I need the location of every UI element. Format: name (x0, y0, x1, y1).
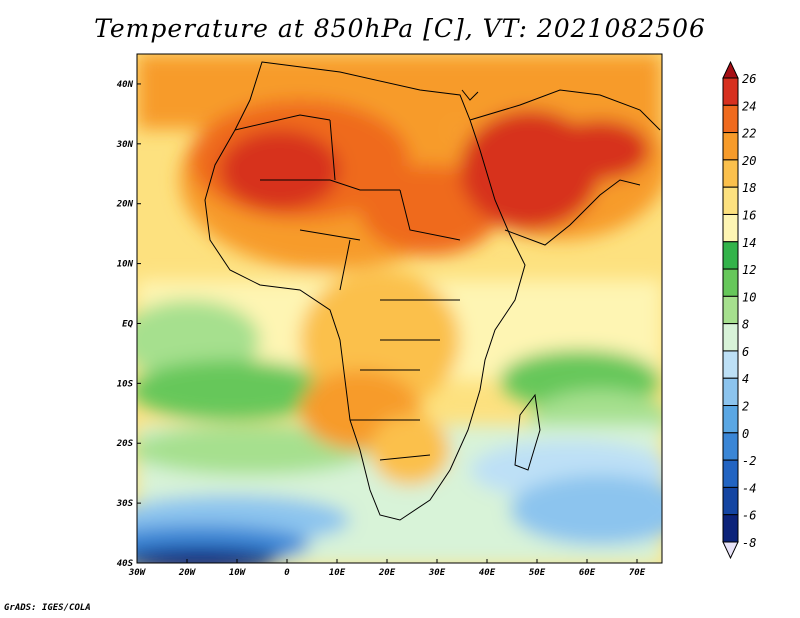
lon-label: 10W (229, 568, 247, 578)
lon-label: 70E (629, 568, 646, 578)
map-title: Temperature at 850hPa [C], VT: 202108250… (94, 14, 706, 43)
colorbar-bottom-arrow (722, 541, 739, 560)
lat-label: 30S (116, 499, 134, 509)
lon-label: 10E (329, 568, 346, 578)
lon-label: 0 (284, 568, 290, 578)
lon-label: 30W (128, 568, 147, 578)
colorbar-swatch (722, 186, 739, 215)
colorbar-swatch (722, 459, 739, 488)
colorbar-swatch (722, 132, 739, 161)
lat-label: 40N (117, 80, 134, 90)
colorbar-label: 0 (742, 427, 749, 441)
colorbar-label: 4 (742, 372, 749, 386)
lat-label: 30N (116, 140, 134, 150)
colorbar-swatch (722, 350, 739, 379)
colorbar-swatch (722, 377, 739, 407)
colorbar-swatch (722, 295, 739, 325)
lat-label: 20N (116, 200, 134, 210)
lon-label: 20W (178, 568, 197, 578)
colorbar-swatch (722, 432, 739, 461)
colorbar-label: 10 (742, 290, 756, 304)
colorbar-swatch (722, 159, 739, 188)
colorbar-top-arrow (722, 60, 739, 79)
colorbar-label: 12 (742, 263, 756, 277)
coastlines (204, 61, 661, 521)
colorbar-label: -2 (742, 454, 756, 468)
colorbar-label: 18 (742, 181, 756, 195)
colorbar-swatch (722, 514, 739, 543)
latitude-axis: 40N 30N 20N 10N EQ 10S 20S 30S 40S (116, 80, 141, 569)
lat-label: EQ (122, 319, 133, 329)
colorbar-label: -4 (742, 481, 756, 495)
colorbar-swatch (722, 241, 739, 270)
colorbar-swatch (722, 268, 739, 297)
colorbar-swatch (722, 77, 739, 106)
temperature-field (137, 54, 662, 563)
colorbar-label: -8 (742, 536, 756, 550)
lat-label: 40S (117, 559, 134, 569)
lat-label: 10S (117, 379, 134, 389)
colorbar-swatch (722, 213, 739, 243)
lon-label: 40E (479, 568, 496, 578)
colorbar-label: -6 (742, 509, 756, 523)
colorbar-swatch (722, 405, 739, 434)
lon-label: 20E (378, 568, 396, 578)
colorbar-label: 8 (742, 318, 749, 332)
footer-credit: GrADS: IGES/COLA (4, 603, 91, 613)
lon-label: 60E (579, 568, 596, 578)
longitude-axis: 30W 20W 10W 0 10E 20E 30E 40E 50E 60E 70E (128, 559, 646, 578)
colorbar-label: 16 (742, 208, 756, 222)
colorbar-label: 2 (742, 400, 749, 414)
lon-label: 50E (529, 568, 546, 578)
colorbar-label: 14 (742, 236, 756, 250)
lat-label: 20S (116, 439, 134, 449)
colorbar-swatch (722, 104, 739, 134)
colorbar-label: 24 (742, 99, 756, 113)
colorbar-label: 20 (742, 154, 756, 168)
colorbar-label: 26 (742, 72, 756, 86)
lat-label: 10N (117, 260, 134, 270)
map-frame (136, 53, 663, 564)
colorbar-label: 6 (742, 345, 749, 359)
lon-label: 30E (428, 568, 446, 578)
colorbar-swatch (722, 323, 739, 352)
colorbar-swatch (722, 486, 739, 516)
colorbar-label: 22 (742, 127, 756, 141)
